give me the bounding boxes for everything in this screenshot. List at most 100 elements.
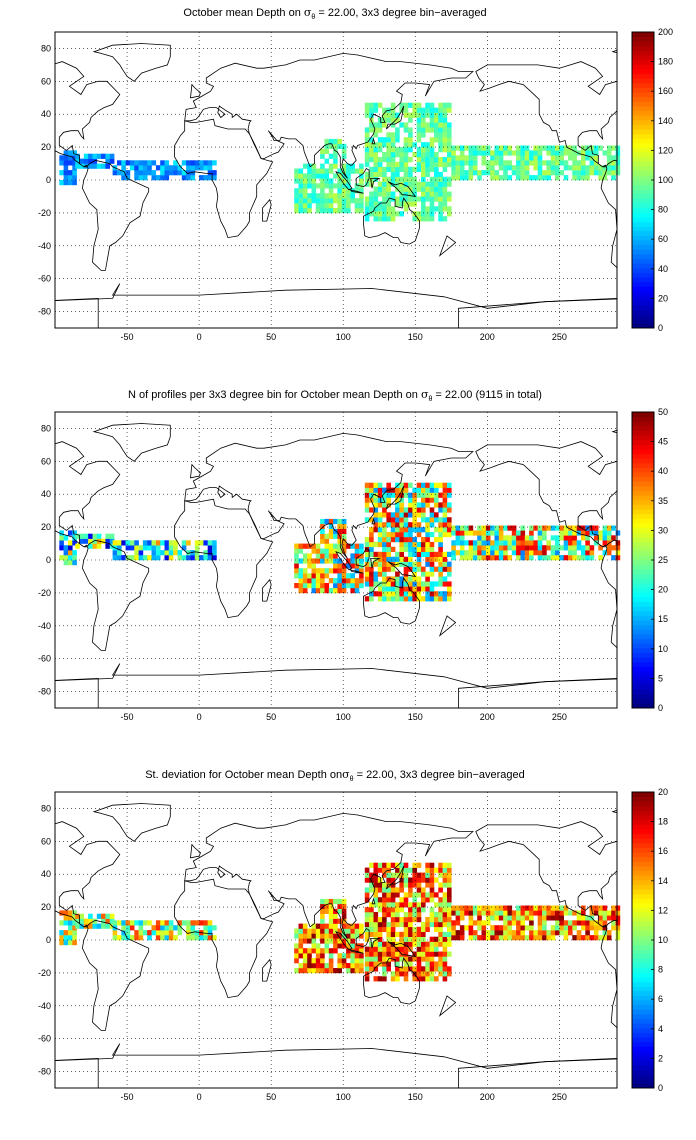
colorbar-step (632, 412, 654, 418)
data-bin (294, 558, 299, 564)
data-bin (434, 926, 439, 932)
data-bin (524, 910, 530, 916)
data-bin (364, 976, 370, 982)
data-bin (442, 216, 448, 222)
colorbar-step (632, 1014, 654, 1020)
data-bin (524, 160, 530, 166)
data-bin (425, 482, 430, 488)
data-bin (421, 492, 426, 498)
data-bin (425, 951, 430, 957)
data-bin (382, 176, 387, 182)
data-bin (568, 150, 573, 156)
data-bin (68, 915, 73, 921)
data-bin (346, 923, 351, 929)
data-bin (373, 157, 379, 163)
data-bin (593, 165, 599, 171)
data-bin (390, 921, 396, 928)
data-bin (194, 920, 200, 926)
data-bin (369, 176, 374, 182)
coastline (184, 432, 474, 559)
data-bin (302, 178, 308, 184)
data-bin (606, 145, 612, 151)
data-bin (328, 203, 334, 209)
colorbar-tick-label: 100 (658, 175, 673, 185)
data-bin (395, 487, 400, 493)
data-bin (494, 530, 500, 536)
colorbar-step (632, 652, 654, 658)
data-bin (88, 923, 93, 929)
data-bin (386, 872, 391, 878)
data-bin (96, 153, 102, 159)
data-bin (337, 568, 342, 574)
data-bin (447, 132, 452, 138)
data-bin (302, 583, 308, 589)
data-bin (341, 963, 347, 969)
data-bin (403, 482, 409, 488)
coastline (371, 137, 376, 145)
data-bin (429, 556, 435, 562)
data-bin (542, 535, 547, 541)
data-bin (315, 923, 321, 929)
data-bin (403, 171, 409, 177)
data-bin (186, 555, 191, 561)
data-bin (477, 545, 482, 551)
data-bin (377, 186, 383, 192)
data-bin (529, 155, 534, 161)
data-bin (155, 930, 161, 936)
data-bin (117, 540, 122, 546)
data-bin (494, 910, 500, 916)
colorbar-step (632, 824, 654, 830)
data-bin (207, 920, 213, 926)
colorbar-tick-label: 40 (658, 466, 668, 476)
data-bin (395, 517, 400, 523)
colorbar-step (632, 963, 654, 969)
data-bin (92, 158, 98, 164)
data-bin (359, 558, 364, 564)
data-bin (364, 181, 370, 187)
data-bin (382, 492, 387, 498)
data-bin (377, 936, 383, 942)
data-bin (88, 913, 93, 919)
data-bin (416, 166, 422, 172)
data-bin (399, 502, 404, 508)
data-bin (350, 543, 355, 549)
data-bin (199, 920, 204, 926)
data-bin (320, 918, 325, 924)
data-bin (477, 175, 482, 181)
data-bin (72, 915, 77, 921)
data-bin (490, 160, 495, 166)
colorbar-step (632, 435, 654, 441)
data-bin (377, 517, 383, 523)
data-bin (416, 877, 422, 883)
colorbar-step (632, 541, 654, 547)
data-bin (589, 555, 595, 561)
data-bin (568, 545, 573, 551)
data-bin (494, 925, 500, 931)
data-bin (199, 540, 204, 546)
data-bin (563, 160, 569, 166)
data-bin (386, 211, 391, 217)
data-bin (324, 963, 330, 969)
data-bin (459, 535, 465, 541)
data-bin (598, 165, 603, 171)
data-bin (399, 497, 404, 503)
coastline (363, 197, 420, 245)
y-tick-label: -60 (38, 274, 51, 284)
data-bin (408, 966, 413, 972)
coastline (55, 283, 617, 328)
coastline (355, 167, 370, 188)
data-bin (408, 117, 413, 123)
colorbar-step (632, 96, 654, 102)
data-bin (354, 198, 360, 204)
colorbar-step (632, 425, 654, 431)
data-bin (382, 541, 387, 548)
x-tick-label: -50 (121, 1092, 134, 1102)
data-bin (585, 550, 590, 556)
data-bin (377, 171, 383, 177)
data-bin (416, 941, 422, 947)
data-bin (302, 933, 308, 939)
data-bin (302, 948, 308, 954)
data-bin (429, 196, 435, 202)
data-bin (173, 925, 178, 931)
data-bin (537, 145, 543, 151)
